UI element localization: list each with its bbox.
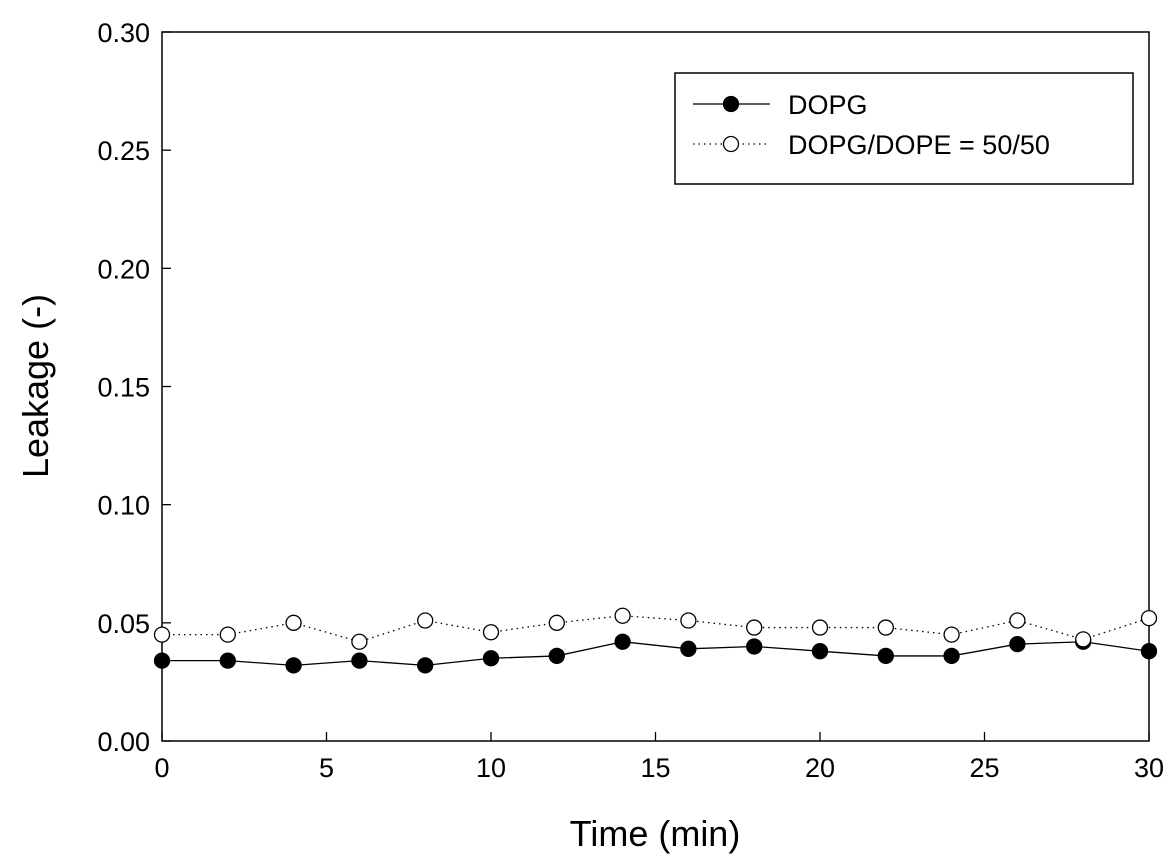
legend-label-dopg: DOPG <box>788 90 868 120</box>
data-point-dopg-dope <box>1009 612 1026 629</box>
data-point-dopg <box>417 657 434 674</box>
data-point-dopg-dope <box>153 626 171 643</box>
data-point-dopg-dope <box>285 614 302 631</box>
y-tick-label: 0.25 <box>97 136 150 166</box>
data-point-dopg-dope <box>417 612 434 629</box>
legend-marker-dopg <box>722 95 740 113</box>
x-axis-title: Time (min) <box>570 813 741 854</box>
series-layer <box>153 607 1158 674</box>
data-point-dopg-dope <box>680 612 697 629</box>
data-point-dopg <box>1009 635 1026 653</box>
data-point-dopg-dope <box>1075 631 1092 648</box>
x-tick-label: 20 <box>805 753 835 783</box>
y-tick-label: 0.15 <box>97 373 150 403</box>
y-tick-label: 0.30 <box>97 18 150 48</box>
data-point-dopg-dope <box>482 624 500 641</box>
data-point-dopg-dope <box>1140 609 1158 627</box>
data-point-dopg <box>614 633 631 650</box>
data-point-dopg-dope <box>548 614 565 631</box>
x-tick-label: 10 <box>476 753 506 783</box>
data-point-dopg-dope <box>811 619 829 636</box>
legend: DOPG DOPG/DOPE = 50/50 <box>674 72 1134 185</box>
series-line-dopg-dope <box>162 615 1150 643</box>
data-point-dopg <box>877 647 894 665</box>
data-point-dopg-dope <box>943 626 960 643</box>
x-tick-label: 0 <box>154 753 169 783</box>
data-point-dopg <box>811 643 829 660</box>
series-dopg <box>153 633 1158 674</box>
series-line-dopg <box>162 641 1150 667</box>
data-point-dopg-dope <box>219 626 236 643</box>
data-point-dopg-dope <box>877 619 894 636</box>
y-axis-title: Leakage (-) <box>15 294 56 478</box>
data-point-dopg <box>219 652 236 669</box>
data-point-dopg <box>548 647 565 665</box>
x-tick-label: 25 <box>969 753 999 783</box>
y-tick-label: 0.10 <box>97 491 150 521</box>
data-point-dopg <box>482 650 500 667</box>
data-point-dopg-dope <box>746 619 763 636</box>
y-tick-label: 0.00 <box>97 727 150 757</box>
data-point-dopg <box>746 638 763 655</box>
y-tick-label: 0.20 <box>97 254 150 284</box>
x-axis: 0 5 10 15 20 25 30 <box>154 732 1164 783</box>
y-axis: 0.00 0.05 0.10 0.15 0.20 0.25 0.30 <box>97 18 171 757</box>
data-point-dopg <box>153 652 171 669</box>
data-point-dopg <box>351 652 368 669</box>
legend-marker-dopg-dope <box>722 135 740 153</box>
data-point-dopg-dope <box>614 607 631 624</box>
legend-label-dopg-dope: DOPG/DOPE = 50/50 <box>788 130 1050 160</box>
data-point-dopg <box>285 657 302 674</box>
data-point-dopg <box>1140 643 1158 660</box>
y-tick-label: 0.05 <box>97 609 150 639</box>
x-tick-label: 30 <box>1134 753 1164 783</box>
x-tick-label: 5 <box>319 753 334 783</box>
legend-box <box>674 72 1134 185</box>
x-tick-label: 15 <box>640 753 670 783</box>
data-point-dopg <box>680 640 697 657</box>
series-dopg-dope <box>153 607 1158 650</box>
data-point-dopg-dope <box>351 633 368 650</box>
data-point-dopg <box>943 647 960 665</box>
